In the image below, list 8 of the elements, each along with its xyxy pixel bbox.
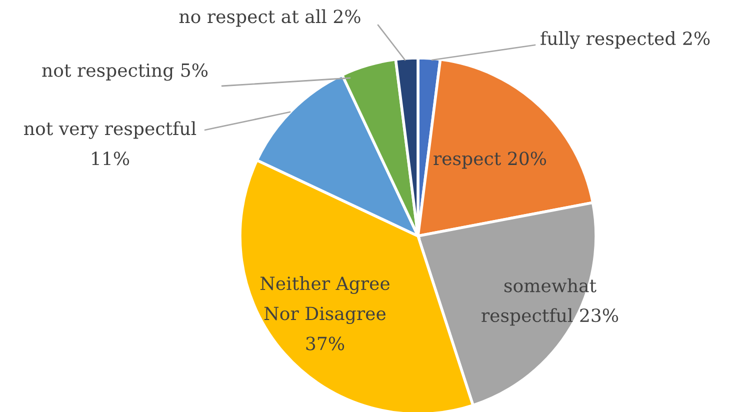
slice-label: not very respectful — [24, 121, 196, 139]
slice-label: fully respected 2% — [540, 31, 710, 49]
data-label: 11% — [92, 152, 130, 166]
data-label: 37% — [306, 336, 344, 350]
slice-label: Neither Agree Nor Disagree — [260, 276, 390, 324]
slice-label: not respecting 5% — [42, 63, 208, 81]
slice-label: respect 20% — [434, 152, 546, 169]
slice-label: no respect at all 2% — [179, 9, 360, 27]
